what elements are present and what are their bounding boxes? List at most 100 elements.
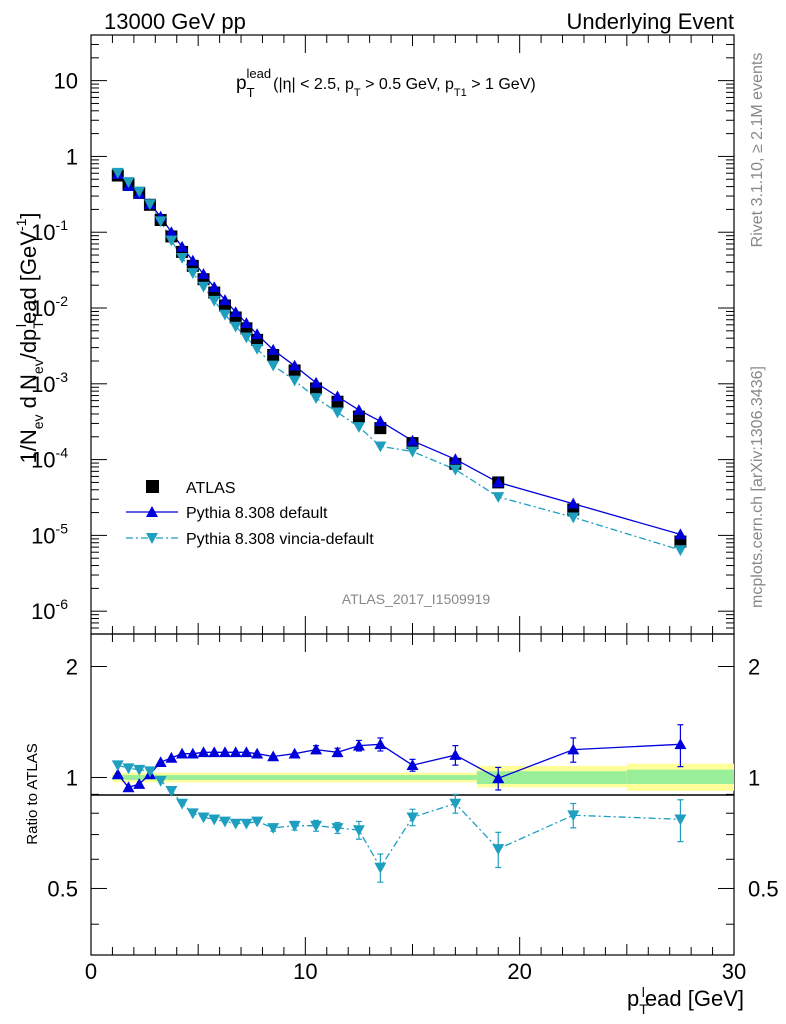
vincia-point (133, 186, 146, 198)
vincia-point (352, 422, 365, 433)
vincia-point (154, 216, 167, 228)
vincia-point (122, 177, 135, 188)
main-y-tick-label: 1 (66, 144, 78, 169)
default-ratio-point (133, 778, 146, 789)
vincia-ratio-point (186, 808, 199, 820)
main-y-axis-label: 1/Nev d Nev/dpTlead [GeV-1] (13, 212, 46, 463)
vincia-ratio-point (143, 766, 156, 778)
legend: ATLAS Pythia 8.308 default Pythia 8.308 … (126, 480, 374, 548)
vincia-point (267, 360, 280, 372)
default-ratio-point (310, 743, 323, 755)
ratio-inner-band (476, 771, 627, 785)
vincia-point (406, 446, 419, 458)
default-point (186, 254, 199, 266)
default-ratio-point (567, 743, 580, 755)
vincia-point (143, 199, 156, 211)
vincia-point (229, 321, 242, 333)
ratio-inner-band (112, 775, 477, 780)
default-point (288, 359, 301, 371)
default-point (267, 343, 280, 355)
default-ratio-point (449, 749, 462, 760)
mcplots-citation-text: mcplots.cern.ch [arXiv:1306.3436] (749, 366, 766, 608)
default-point (374, 415, 387, 427)
default-point (449, 453, 462, 465)
main-panel-ticks (90, 34, 735, 635)
default-ratio-point (176, 747, 189, 759)
vincia-ratio-point (267, 823, 280, 834)
default-point (406, 434, 419, 446)
rivet-version-text: Rivet 3.1.10, ≥ 2.1M events (749, 53, 766, 248)
vincia-point (310, 393, 323, 404)
vincia-ratio-point (674, 814, 687, 826)
default-ratio-point (218, 746, 231, 758)
default-ratio-point (229, 746, 242, 758)
vincia-ratio-point (374, 862, 387, 874)
legend-atlas-label: ATLAS (186, 480, 236, 497)
legend-vincia-marker (146, 533, 158, 544)
default-point (176, 240, 189, 252)
title-open: (|η| < 2.5, p (273, 76, 354, 93)
main-y-tick-label: 10-3 (31, 369, 68, 397)
vincia-ratio-point (229, 818, 242, 830)
title-sub-t1: T1 (454, 87, 467, 99)
vincia-point (240, 332, 253, 344)
default-point (674, 528, 687, 540)
x-tick-label: 0 (85, 959, 97, 984)
ratio-y-tick-label: 0.5 (47, 876, 78, 901)
default-ratio-point (208, 746, 221, 758)
default-point (229, 306, 242, 318)
title-sub-t: T (247, 85, 255, 100)
vincia-point (251, 343, 264, 355)
default-ratio-point (111, 768, 124, 780)
default-point (208, 281, 221, 293)
vincia-ratio-point (197, 812, 210, 824)
default-point (331, 390, 344, 402)
vincia-ratio-point (352, 825, 365, 837)
default-ratio-point (122, 781, 135, 793)
main-y-tick-labels: 10-6 10-5 10-4 10-3 10-2 10-1 1 10 (31, 69, 78, 625)
title-sup-lead: lead (247, 66, 272, 81)
main-y-tick-label: 10-2 (31, 293, 68, 321)
vincia-ratio-point (406, 812, 419, 824)
ratio-y-tick-label-right: 2 (748, 654, 760, 679)
vincia-ratio-point (251, 816, 264, 828)
legend-default-marker (146, 506, 158, 517)
vincia-ratio-point (310, 820, 323, 832)
header-left: 13000 GeV pp (104, 9, 246, 34)
vincia-point (208, 295, 221, 307)
legend-vincia-label: Pythia 8.308 vincia-default (186, 531, 374, 548)
default-ratio-point (331, 746, 344, 758)
main-y-tick-label: 10 (54, 69, 78, 94)
x-tick-label: 30 (722, 959, 746, 984)
vincia-point (165, 235, 178, 247)
vincia-point (288, 375, 301, 387)
vincia-point (218, 309, 231, 321)
vincia-ratio-point (240, 818, 253, 830)
vincia-ratio-point (133, 764, 146, 776)
ratio-y-axis-label: Ratio to ATLAS (24, 743, 41, 844)
default-ratio-point (492, 772, 505, 784)
title-close: > 1 GeV) (467, 76, 536, 93)
title-mid: > 0.5 GeV, p (361, 76, 454, 93)
title-sub-t-2: T (354, 87, 361, 99)
default-ratio-point (352, 739, 365, 751)
default-point (310, 376, 323, 388)
vincia-point (449, 464, 462, 476)
vincia-ratio-point (449, 798, 462, 810)
main-y-tick-label: 10-5 (31, 520, 68, 548)
main-series-layer (111, 167, 687, 557)
vincia-point (567, 512, 580, 524)
vincia-ratio-point (218, 816, 231, 828)
vincia-point (111, 167, 124, 179)
default-point (352, 404, 365, 415)
vincia-ratio-point (492, 844, 505, 855)
x-tick-labels: 0 10 20 30 (85, 959, 746, 984)
default-ratio-point (165, 751, 178, 763)
x-tick-label: 10 (293, 959, 317, 984)
default-ratio-point (251, 747, 264, 759)
default-ratio-point (288, 747, 301, 759)
vincia-ratio-point (165, 786, 178, 797)
ratio-y-tick-label: 2 (66, 654, 78, 679)
title-p: p (236, 73, 247, 94)
main-y-tick-label: 10-1 (31, 217, 68, 245)
